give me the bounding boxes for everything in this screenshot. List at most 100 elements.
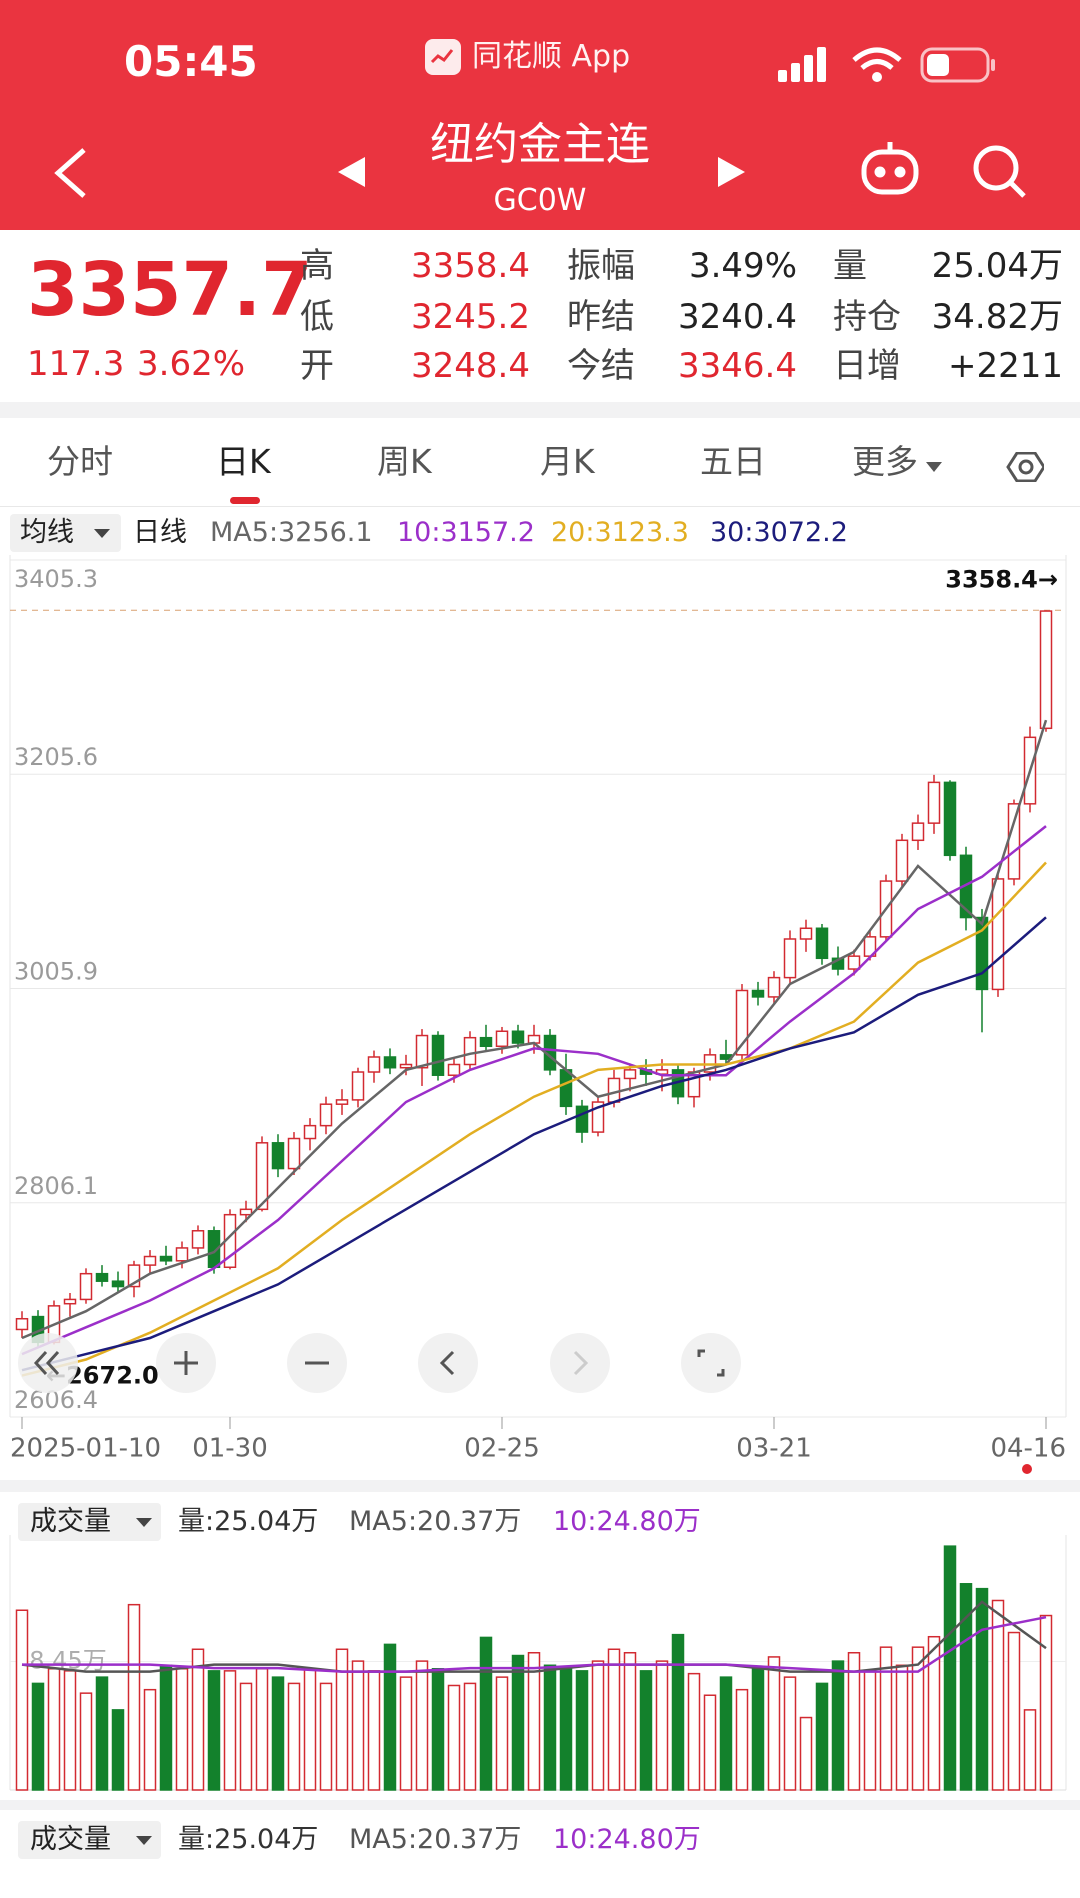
tab[interactable]: 分时 [47, 442, 113, 481]
volume-bar [543, 1664, 557, 1791]
volume-bar [191, 1648, 205, 1791]
zoom-in-button[interactable] [156, 1333, 216, 1393]
legend-entry: MA5:20.37万 [349, 1824, 522, 1855]
volume-bar [479, 1636, 493, 1791]
stat-label: 持仓 [833, 297, 901, 337]
candle-body [175, 1247, 189, 1262]
last-price: 3357.7 [27, 247, 313, 333]
volume-bar [911, 1646, 925, 1791]
stat-label: 今结 [567, 346, 635, 386]
stat-value: 3358.4 [411, 246, 530, 286]
candle-body [927, 781, 941, 824]
volume-bar [79, 1692, 93, 1791]
stat-value: 3248.4 [411, 346, 530, 386]
volume-bar [895, 1664, 909, 1791]
title: 纽约金主连 [430, 119, 650, 170]
volume-bar [127, 1603, 141, 1791]
edge [1066, 1858, 1080, 1898]
ma-line [21, 861, 1047, 1377]
candle-body [399, 1063, 413, 1069]
candle-body [1039, 610, 1053, 730]
volume-selector-label: 成交量 [30, 1506, 111, 1537]
volume-bar [767, 1656, 781, 1791]
volume-bar [575, 1670, 589, 1791]
ma-line [21, 719, 1048, 1340]
volume-selector[interactable] [18, 1821, 161, 1859]
candle-body [191, 1230, 205, 1249]
candle-body [63, 1298, 77, 1305]
volume-bar [287, 1682, 301, 1791]
zoom-out-button[interactable] [287, 1333, 347, 1393]
candle-body [767, 976, 781, 998]
candle-body [991, 878, 1005, 991]
volume-bar [143, 1688, 157, 1791]
pan-left-button[interactable] [418, 1333, 478, 1393]
volume-bar [351, 1660, 365, 1791]
stat-label: 振幅 [567, 246, 635, 286]
legend-entry: MA5:20.37万 [349, 1506, 522, 1537]
max-label: 3358.4→ [945, 565, 1058, 593]
candle-body [287, 1137, 301, 1170]
volume-selector[interactable] [18, 1503, 161, 1541]
search-button[interactable] [973, 145, 1026, 198]
tab-selected[interactable]: 日K [216, 442, 271, 481]
period: 日线 [133, 517, 187, 548]
volume-bar [735, 1688, 749, 1791]
separator [0, 1800, 1080, 1810]
candle-body [255, 1142, 269, 1211]
volume-bar [431, 1668, 445, 1791]
candle-body [975, 916, 989, 991]
nav-icons [54, 142, 1026, 198]
candle-body [607, 1077, 621, 1103]
volume-bar [271, 1676, 285, 1791]
back-button[interactable] [54, 148, 86, 198]
stat-value: 34.82万 [931, 297, 1063, 337]
stat-label: 量 [833, 246, 867, 286]
status-icons [778, 47, 995, 83]
candle-body [847, 955, 861, 970]
prev-contract[interactable] [338, 157, 365, 187]
candle-body [351, 1071, 365, 1101]
volume-bar [1007, 1631, 1021, 1791]
stat-label: 昨结 [567, 297, 635, 337]
settings-button[interactable] [1006, 452, 1044, 482]
robot-button[interactable] [861, 142, 919, 195]
volume-bar [399, 1676, 413, 1791]
candle-body [591, 1101, 605, 1133]
tab[interactable]: 五日 [700, 442, 766, 481]
volume-bar [959, 1583, 973, 1791]
volume-bar [207, 1670, 221, 1791]
candle-body [367, 1056, 381, 1073]
volume-bar [495, 1676, 509, 1791]
volume-bar [383, 1643, 397, 1791]
fullscreen-button[interactable] [681, 1333, 741, 1393]
next-contract[interactable] [718, 157, 745, 187]
stat-label: 日增 [833, 346, 901, 386]
tab[interactable]: 周K [377, 442, 432, 481]
volume-bar [511, 1654, 525, 1791]
legend-entry: 10:24.80万 [553, 1506, 701, 1537]
candle-body [511, 1030, 525, 1044]
scroll-left-button[interactable] [18, 1333, 78, 1393]
tab[interactable]: 更多 [852, 442, 918, 481]
candle-body [895, 839, 909, 882]
candle-body [15, 1317, 29, 1331]
dropdown-arrow [94, 529, 110, 538]
volume-summary: 量:25.04万 [178, 1506, 319, 1537]
volume-selector-label: 成交量 [30, 1824, 111, 1855]
pan-right-button[interactable] [550, 1333, 610, 1393]
ma-line [22, 1615, 1047, 1673]
candle-body [815, 927, 829, 960]
stat-value: 3240.4 [678, 297, 797, 337]
dropdown-arrow [136, 1836, 152, 1845]
tab[interactable]: 月K [540, 442, 595, 481]
candle-body [127, 1264, 141, 1288]
volume-chart: 18.45万 [9, 1535, 1067, 1791]
legend-entry: 20:3123.3 [551, 517, 689, 548]
stat-label: 低 [300, 297, 334, 337]
stat-value: 25.04万 [931, 246, 1063, 286]
candle-body [911, 822, 925, 842]
volume-bar [799, 1716, 813, 1791]
candle-body [79, 1272, 93, 1301]
